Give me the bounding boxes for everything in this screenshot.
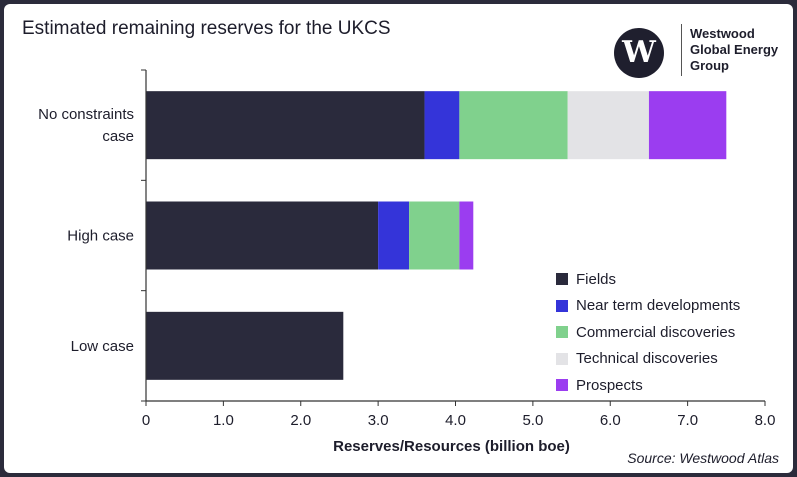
legend-item: Technical discoveries <box>556 346 740 373</box>
chart-plot: No constraints case High case Low case 0 1.0 2… <box>38 69 776 455</box>
x-tick-label: 1.0 <box>213 412 234 429</box>
bar-no-constraints-case-technical-discoveries <box>567 91 649 160</box>
legend-swatch <box>556 273 568 286</box>
legend-item: Commercial discoveries <box>556 319 740 346</box>
legend-item: Near term developments <box>556 293 740 320</box>
x-tick-label: 3.0 <box>368 412 389 429</box>
logo-line-1: Westwood <box>690 26 755 41</box>
x-tick-label: 0 <box>142 412 150 429</box>
y-tick-label: High case <box>67 228 134 245</box>
legend-swatch <box>556 326 568 339</box>
bar-no-constraints-case-commercial-discoveries <box>459 91 568 160</box>
x-tick-label: 5.0 <box>522 412 543 429</box>
chart-legend: Fields Near term developments Commercial d… <box>556 266 740 399</box>
legend-swatch <box>556 299 568 312</box>
chart-card: Estimated remaining reserves for the UKC… <box>4 4 793 473</box>
westwood-logo: W Westwood Global Energy Group <box>614 24 784 80</box>
bar-no-constraints-case-prospects <box>648 91 727 160</box>
y-tick-label: Low case <box>71 338 134 355</box>
logo-line-2: Global Energy <box>690 42 779 57</box>
bar-low-case-fields <box>146 311 344 380</box>
legend-label: Near term developments <box>576 297 741 315</box>
bar-high-case-prospects <box>459 201 474 270</box>
x-tick-label: 8.0 <box>755 412 776 429</box>
logo-line-3: Group <box>690 58 729 73</box>
legend-label: Fields <box>576 270 617 288</box>
bar-no-constraints-case-fields <box>146 91 425 160</box>
bar-high-case-commercial-discoveries <box>409 201 460 270</box>
x-axis-title: Reserves/Resources (billion boe) <box>333 438 570 455</box>
legend-label: Commercial discoveries <box>576 323 736 341</box>
legend-item: Fields <box>556 266 740 293</box>
source-note: Source: Westwood Atlas <box>627 450 779 466</box>
legend-swatch <box>556 379 568 392</box>
bar-high-case-fields <box>146 201 379 270</box>
x-tick-label: 6.0 <box>600 412 621 429</box>
westwood-logo-mark: W <box>614 28 664 78</box>
y-tick-label: No constraints case <box>38 106 134 145</box>
chart-title: Estimated remaining reserves for the UKC… <box>22 18 391 39</box>
x-tick-label: 7.0 <box>677 412 698 429</box>
legend-swatch <box>556 352 568 365</box>
logo-wordmark: Westwood Global Energy Group <box>690 26 790 74</box>
bar-high-case-near-term-developments <box>378 201 410 270</box>
logo-divider <box>681 24 682 76</box>
bar-no-constraints-case-near-term-developments <box>424 91 460 160</box>
legend-label: Technical discoveries <box>576 350 718 368</box>
legend-label: Prospects <box>576 376 643 394</box>
x-tick-label: 4.0 <box>445 412 466 429</box>
x-tick-label: 2.0 <box>290 412 311 429</box>
legend-item: Prospects <box>556 372 740 399</box>
